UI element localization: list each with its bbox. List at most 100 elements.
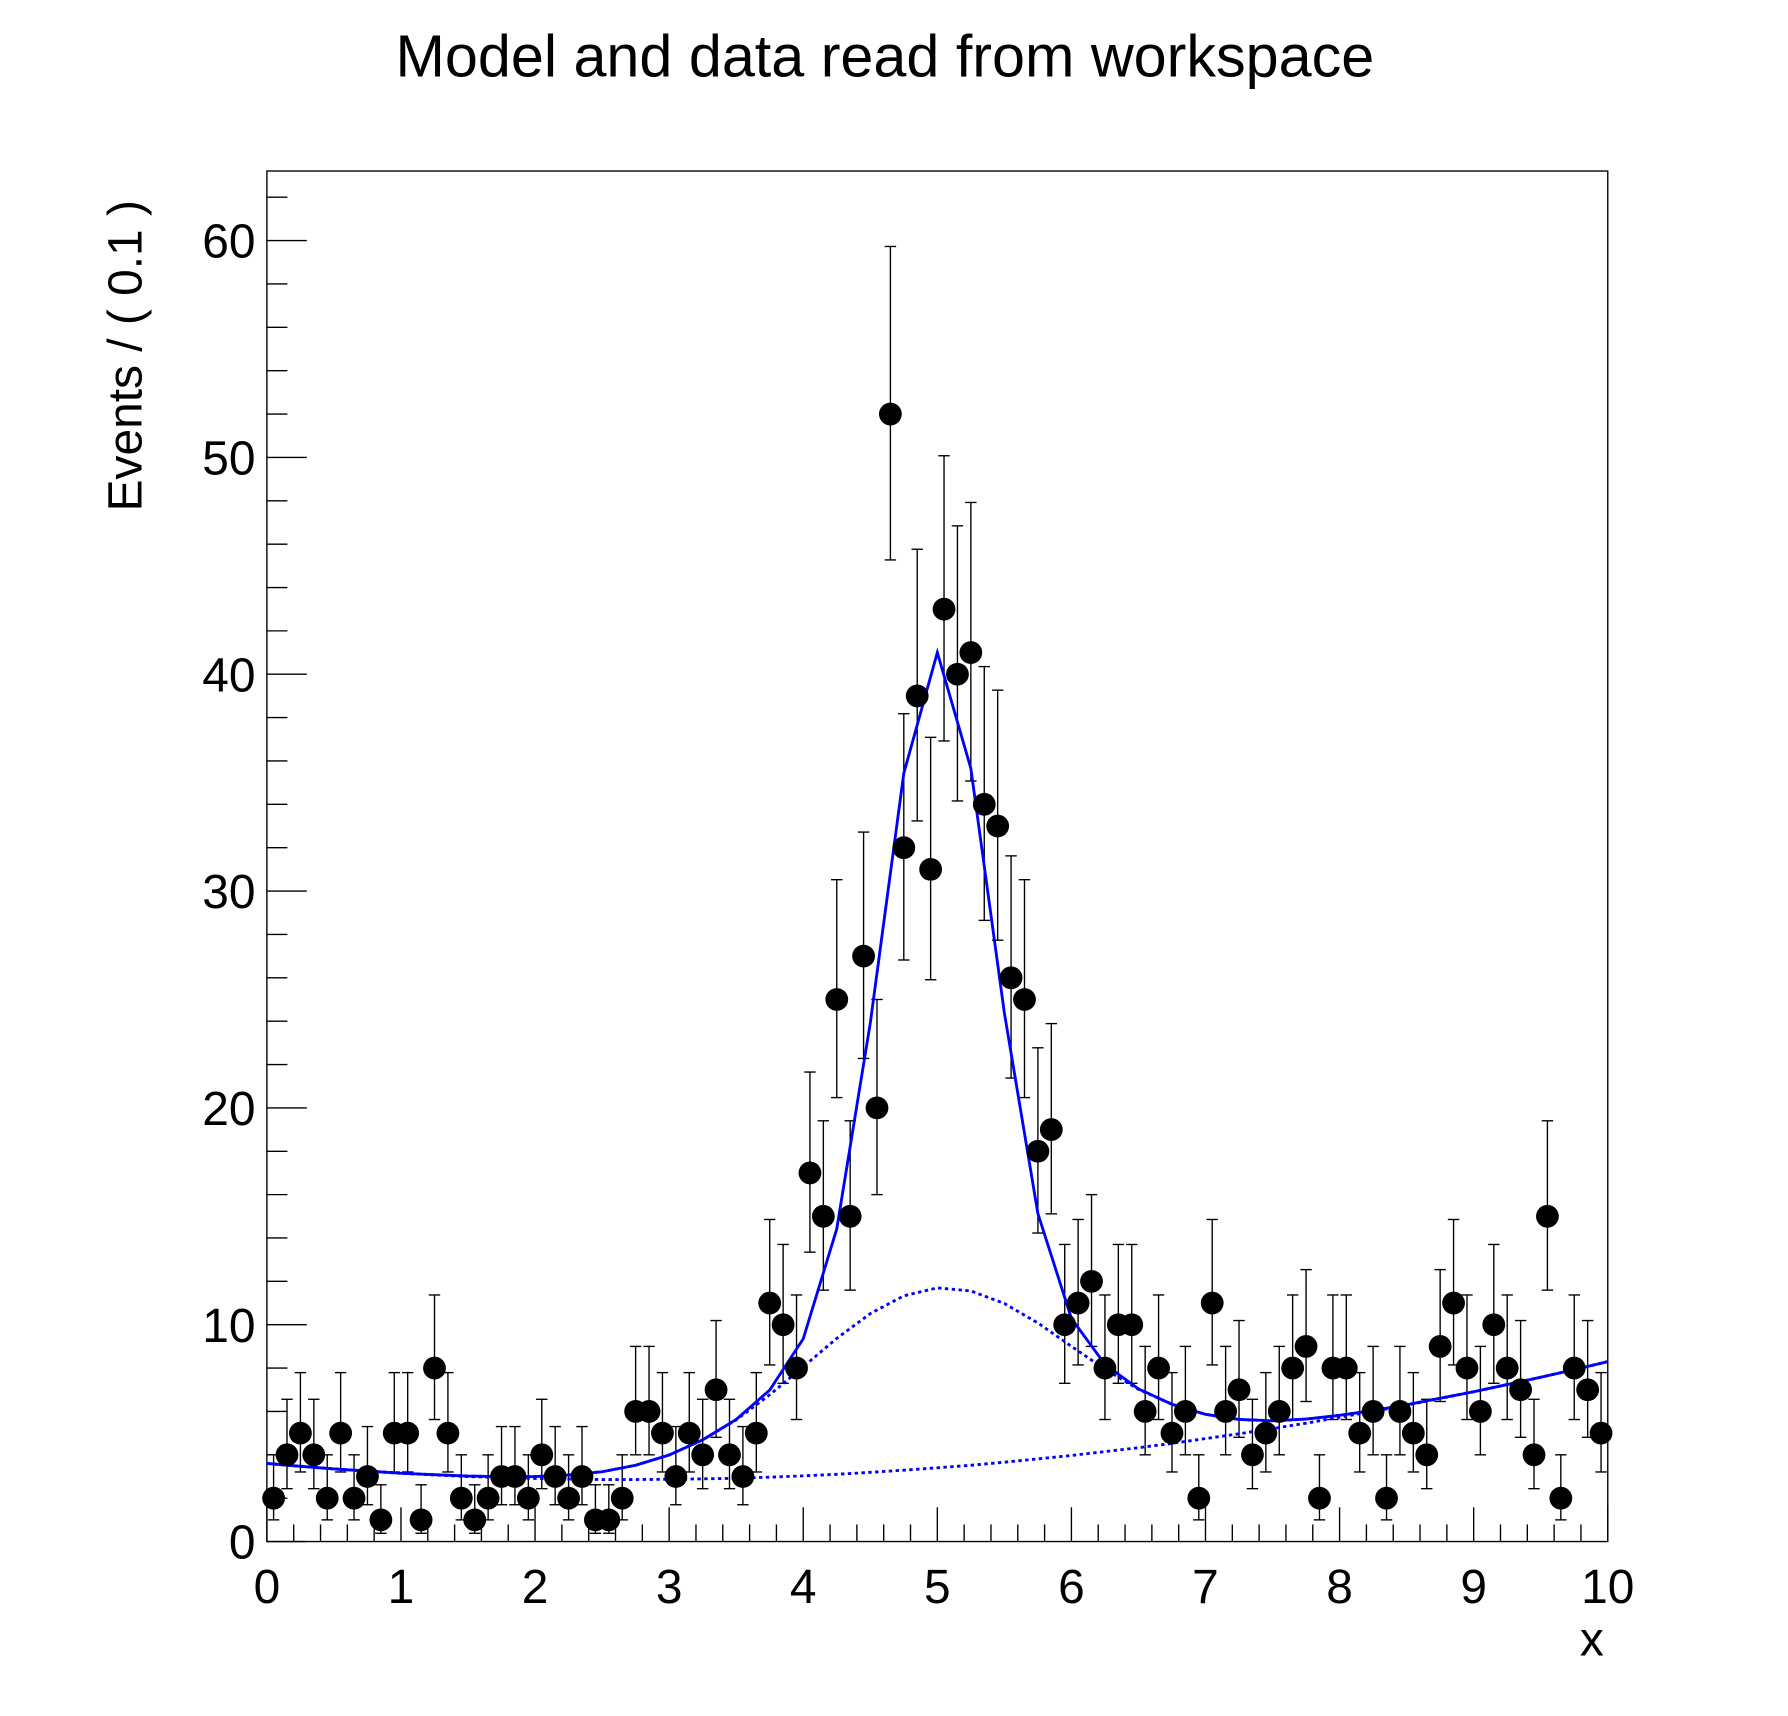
data-point: [999, 966, 1023, 990]
data-point: [570, 1465, 594, 1488]
data-point: [1388, 1400, 1412, 1423]
data-point: [543, 1465, 567, 1488]
data-point: [436, 1421, 460, 1445]
x-tick-labels: 0 1 2 3 4 5 6 7 8 9 10: [254, 1561, 1635, 1614]
data-point: [597, 1508, 621, 1532]
data-point: [315, 1486, 339, 1510]
model-curves: [266, 647, 1609, 1481]
data-point: [1013, 988, 1036, 1011]
data-point: [1294, 1335, 1318, 1358]
data-point: [1066, 1291, 1090, 1315]
axis-ticks: [266, 196, 1609, 1543]
data-point: [905, 684, 929, 708]
data-point: [946, 662, 969, 686]
y-tick-label: 30: [202, 866, 255, 919]
y-tick-label: 50: [202, 433, 255, 486]
data-point: [959, 641, 983, 664]
x-tick-label: 3: [656, 1561, 683, 1614]
data-point: [369, 1508, 393, 1532]
data-point: [1334, 1356, 1358, 1380]
data-point: [1267, 1400, 1291, 1423]
x-tick-label: 2: [522, 1561, 549, 1614]
data-point: [1133, 1400, 1157, 1423]
plot-frame: [266, 170, 1609, 1543]
x-tick-label: 9: [1460, 1561, 1487, 1614]
data-point: [771, 1313, 795, 1337]
data-point: [1536, 1204, 1559, 1228]
y-tick-label: 0: [229, 1517, 256, 1570]
data-point: [744, 1421, 768, 1445]
data-point: [530, 1443, 554, 1467]
data-point: [1241, 1443, 1264, 1467]
data-point: [892, 836, 916, 860]
y-tick-label: 60: [202, 216, 255, 269]
data-point: [1495, 1356, 1519, 1380]
y-tick-labels: 0 10 20 30 40 50 60: [202, 216, 255, 1570]
data-point: [516, 1486, 540, 1510]
x-tick-label: 1: [388, 1561, 415, 1614]
y-tick-label: 20: [202, 1083, 255, 1136]
data-point: [1415, 1443, 1439, 1467]
data-point: [691, 1443, 715, 1467]
data-point: [1080, 1269, 1103, 1293]
data-point: [731, 1465, 755, 1488]
data-point: [1455, 1356, 1479, 1380]
data-point: [1120, 1313, 1144, 1337]
data-point: [396, 1421, 420, 1445]
data-point: [1026, 1139, 1050, 1163]
data-point: [1509, 1378, 1533, 1402]
background-plus-signal-curve: [266, 1286, 1609, 1479]
data-point: [1281, 1356, 1305, 1380]
x-tick-label: 4: [790, 1561, 817, 1614]
data-point: [1053, 1313, 1077, 1337]
x-tick-label: 5: [924, 1561, 951, 1614]
data-point: [1348, 1421, 1372, 1445]
data-point: [342, 1486, 366, 1510]
data-point: [1482, 1313, 1506, 1337]
data-point: [718, 1443, 741, 1467]
data-point: [329, 1421, 353, 1445]
data-point: [785, 1356, 808, 1380]
data-point: [932, 597, 956, 621]
data-point: [664, 1465, 688, 1488]
data-point: [919, 857, 943, 881]
y-tick-label: 10: [202, 1300, 255, 1353]
data-point: [825, 988, 849, 1011]
data-point: [1589, 1421, 1613, 1445]
data-point: [449, 1486, 473, 1510]
data-point: [972, 792, 996, 816]
data-point: [423, 1356, 446, 1380]
data-point: [356, 1465, 379, 1488]
data-point: [651, 1421, 674, 1445]
data-point: [1214, 1400, 1238, 1423]
data-point: [1173, 1400, 1197, 1423]
total-model-curve: [266, 647, 1609, 1479]
data-point: [1227, 1378, 1251, 1402]
data-point: [1576, 1378, 1600, 1402]
x-axis-label: x: [1580, 1614, 1604, 1667]
data-point: [275, 1443, 299, 1467]
data-point: [758, 1291, 782, 1315]
data-point: [302, 1443, 326, 1467]
data-point: [1147, 1356, 1170, 1380]
x-tick-label: 10: [1581, 1561, 1634, 1614]
data-point: [637, 1400, 661, 1423]
data-point: [878, 402, 902, 426]
data-point: [1361, 1400, 1385, 1423]
data-point: [1522, 1443, 1546, 1467]
x-tick-label: 7: [1192, 1561, 1219, 1614]
data-point: [1160, 1421, 1184, 1445]
data-point: [1401, 1421, 1425, 1445]
y-tick-label: 40: [202, 649, 255, 702]
data-point: [1039, 1118, 1063, 1141]
data-point: [557, 1486, 580, 1510]
data-point: [798, 1161, 822, 1185]
data-points: [262, 402, 1613, 1532]
x-tick-label: 6: [1058, 1561, 1085, 1614]
x-tick-label: 8: [1326, 1561, 1353, 1614]
data-point: [289, 1421, 312, 1445]
data-point: [704, 1378, 728, 1402]
data-point: [811, 1204, 835, 1228]
data-point: [1549, 1486, 1573, 1510]
